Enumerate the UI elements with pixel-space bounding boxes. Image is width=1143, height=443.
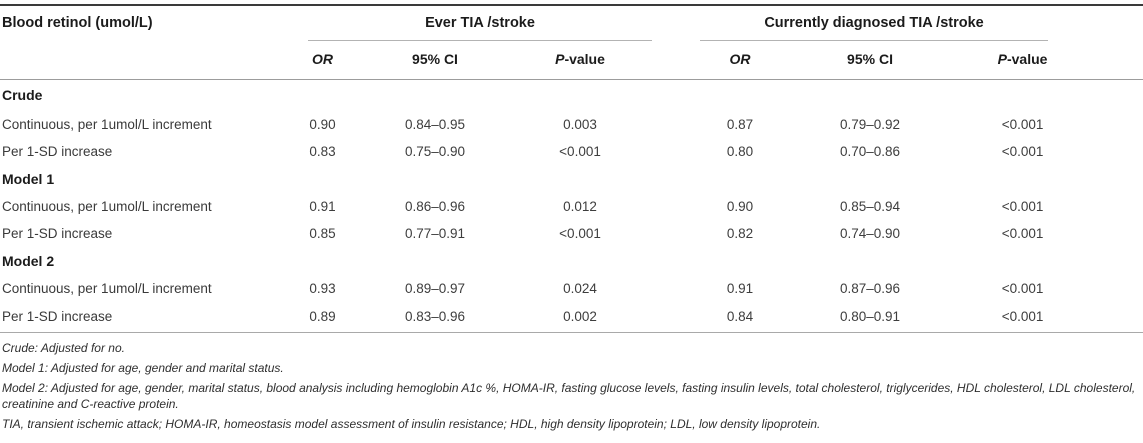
group-gap	[655, 6, 685, 41]
section-title: Crude	[2, 87, 43, 104]
gap-cell	[655, 275, 685, 302]
section-header-row: Model 2	[0, 247, 1143, 275]
ci-value-current: 0.80–0.91	[839, 309, 901, 324]
or-value-current: 0.84	[726, 309, 754, 324]
group-header-row: Blood retinol (umol/L) Ever TIA /stroke …	[0, 6, 1143, 41]
group-header-current-label: Currently diagnosed TIA /stroke	[700, 15, 1049, 41]
ci-value-current: 0.79–0.92	[839, 116, 901, 132]
sub-header-gap	[655, 41, 686, 80]
ci-value-ever: 0.77–0.91	[404, 225, 466, 241]
gap-cell	[655, 138, 685, 165]
section-header-row: Crude	[0, 80, 1143, 111]
ci-value-ever: 0.83–0.96	[404, 309, 466, 324]
section-header-row: Model 1	[0, 165, 1143, 193]
footnote-model2: Model 2: Adjusted for age, gender, marit…	[2, 380, 1136, 412]
section-title: Model 1	[2, 170, 55, 187]
row-label: Continuous, per 1umol/L increment	[2, 198, 212, 214]
ci-value-current: 0.85–0.94	[839, 198, 901, 214]
p-value-current: <0.001	[1001, 225, 1044, 241]
p-value-ever: <0.001	[559, 225, 601, 241]
or-value-current: 0.80	[726, 143, 754, 159]
footnote-crude: Crude: Adjusted for no.	[2, 340, 125, 355]
ci-header-current: 95% CI	[795, 41, 946, 80]
or-value-current: 0.82	[726, 225, 754, 241]
tail-cell	[1100, 138, 1143, 165]
or-value-current: 0.90	[726, 198, 754, 214]
table-row: Continuous, per 1umol/L increment 0.91 0.8…	[0, 193, 1143, 220]
gap-cell	[655, 193, 685, 220]
or-value-current: 0.91	[726, 280, 754, 296]
row-label: Per 1-SD increase	[2, 225, 113, 241]
p-header-current: P-value	[945, 41, 1101, 80]
ci-value-ever: 0.86–0.96	[404, 198, 466, 214]
sub-header-empty	[0, 41, 280, 80]
sub-header-tail	[1100, 41, 1143, 80]
footnotes: Crude: Adjusted for no. Model 1: Adjuste…	[0, 333, 1143, 433]
or-header-ever: OR	[280, 41, 365, 80]
ci-value-ever: 0.84–0.95	[404, 116, 466, 132]
group-header-ever: Ever TIA /stroke	[280, 6, 655, 41]
p-value-ever: <0.001	[559, 143, 601, 159]
table-block: Blood retinol (umol/L) Ever TIA /stroke …	[0, 4, 1143, 333]
group-header-ever-label: Ever TIA /stroke	[308, 15, 653, 41]
or-value-ever: 0.89	[309, 309, 336, 324]
odds-ratio-table: Blood retinol (umol/L) Ever TIA /stroke …	[0, 6, 1143, 332]
p-value-current: <0.001	[1001, 309, 1044, 324]
table-row: Continuous, per 1umol/L increment 0.90 0.8…	[0, 111, 1143, 138]
tail-cell	[1100, 302, 1143, 332]
group-tail	[1100, 6, 1143, 41]
row-label: Per 1-SD increase	[2, 309, 113, 324]
gap-cell	[655, 220, 685, 247]
table-row: Per 1-SD increase 0.89 0.83–0.96 0.002 0.84 0…	[0, 302, 1143, 332]
p-value-ever: 0.002	[563, 309, 597, 324]
p-value-current: <0.001	[1001, 198, 1044, 214]
p-value-ever: 0.024	[563, 280, 597, 296]
row-label: Per 1-SD increase	[2, 143, 113, 159]
footnote-model1: Model 1: Adjusted for age, gender and ma…	[2, 360, 284, 375]
or-value-current: 0.87	[726, 116, 754, 132]
row-label: Continuous, per 1umol/L increment	[2, 116, 212, 132]
ci-value-current: 0.70–0.86	[839, 143, 901, 159]
ci-value-ever: 0.75–0.90	[404, 143, 466, 159]
tail-cell	[1100, 193, 1143, 220]
p-value-ever: 0.003	[563, 116, 597, 132]
or-value-ever: 0.93	[309, 280, 336, 296]
ci-value-current: 0.74–0.90	[839, 225, 901, 241]
table-row: Per 1-SD increase 0.83 0.75–0.90 <0.001 0.80…	[0, 138, 1143, 165]
p-value-ever: 0.012	[563, 198, 597, 214]
p-value-current: <0.001	[1001, 280, 1044, 296]
tail-cell	[1100, 220, 1143, 247]
table-body: Crude Continuous, per 1umol/L increment 0.…	[0, 80, 1143, 332]
table-row: Continuous, per 1umol/L increment 0.93 0.8…	[0, 275, 1143, 302]
or-header-current: OR	[685, 41, 796, 80]
or-value-ever: 0.83	[309, 143, 336, 159]
or-value-ever: 0.91	[309, 198, 336, 214]
table-row: Per 1-SD increase 0.85 0.77–0.91 <0.001 0.82…	[0, 220, 1143, 247]
tail-cell	[1100, 111, 1143, 138]
footnote-abbreviations: TIA, transient ischemic attack; HOMA-IR,…	[2, 417, 821, 431]
p-value-current: <0.001	[1001, 143, 1044, 159]
section-title: Model 2	[2, 252, 55, 269]
gap-cell	[655, 302, 685, 332]
p-header-ever: P-value	[505, 41, 656, 80]
ci-header-ever: 95% CI	[365, 41, 505, 80]
sub-header-row: OR 95% CI P-value OR 95% CI P-value	[0, 41, 1143, 80]
table-corner-header: Blood retinol (umol/L)	[2, 15, 153, 31]
or-value-ever: 0.85	[309, 225, 336, 241]
row-label: Continuous, per 1umol/L increment	[2, 280, 212, 296]
ci-value-current: 0.87–0.96	[839, 280, 901, 296]
p-value-current: <0.001	[1001, 116, 1044, 132]
group-header-current: Currently diagnosed TIA /stroke	[685, 6, 1100, 41]
ci-value-ever: 0.89–0.97	[404, 280, 466, 296]
or-value-ever: 0.90	[309, 116, 336, 132]
tail-cell	[1100, 275, 1143, 302]
gap-cell	[655, 111, 685, 138]
